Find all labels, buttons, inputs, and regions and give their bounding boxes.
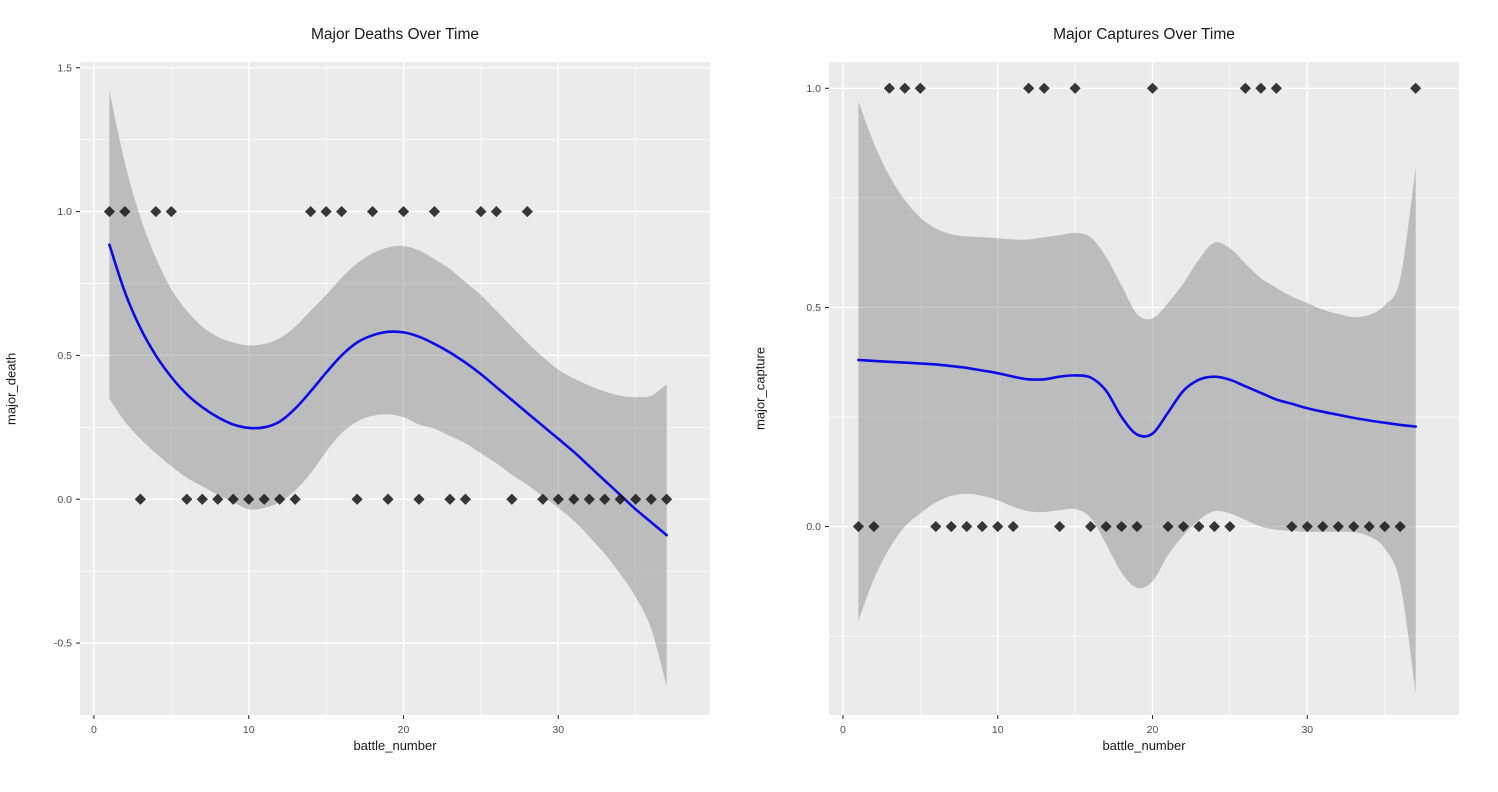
data-point-diamond: [1270, 82, 1282, 94]
x-axis-label-battle-number-left: battle_number: [353, 738, 437, 753]
data-point-diamond: [1317, 520, 1329, 533]
plot-panel-major-captures: 0 10 20 30 1.0 0.5 0.0: [806, 62, 1459, 736]
data-point-diamond: [413, 493, 425, 505]
data-point-diamond: [196, 493, 208, 505]
data-point-diamond: [181, 493, 193, 505]
data-point-diamond: [490, 205, 502, 218]
data-point-diamond: [351, 493, 363, 505]
y-tick-label: 0.5: [57, 350, 72, 362]
data-point-diamond: [1146, 82, 1159, 94]
data-point-diamond: [1131, 520, 1143, 533]
data-point-diamond: [274, 493, 286, 505]
data-point-diamond: [243, 493, 255, 505]
data-point-diamond: [630, 493, 642, 505]
data-point-diamond: [537, 493, 549, 505]
data-point-diamond: [1255, 82, 1267, 94]
x-axis-label-battle-number-right: battle_number: [1102, 738, 1186, 753]
data-point-diamond: [258, 493, 270, 505]
data-point-diamond: [1177, 520, 1190, 533]
data-point-diamond: [103, 205, 116, 218]
y-tick-label: 1.5: [57, 62, 72, 74]
x-tick-label: 30: [1301, 724, 1313, 736]
data-point-diamond: [150, 205, 162, 218]
smooth-line: [857, 358, 1417, 438]
data-point-diamond: [1162, 520, 1174, 533]
data-point-diamond: [1007, 520, 1019, 533]
data-point-diamond: [444, 493, 456, 505]
data-point-diamond: [614, 493, 626, 505]
y-tick-label: 0.0: [57, 494, 72, 506]
data-point-diamond: [1301, 520, 1313, 533]
chart-title-major-deaths: Major Deaths Over Time: [311, 26, 479, 43]
data-point-diamond: [397, 205, 410, 218]
data-point-diamond: [1208, 520, 1221, 533]
x-tick-label: 0: [91, 724, 97, 736]
x-tick-label: 10: [992, 724, 1004, 736]
confidence-band: [858, 101, 1416, 694]
y-axis-label-major-death: major_death: [3, 352, 19, 425]
data-point-diamond: [1054, 520, 1066, 533]
data-point-diamond: [475, 205, 487, 218]
data-point-diamond: [914, 82, 926, 94]
data-point-diamond: [1193, 520, 1205, 533]
data-point-diamond: [227, 493, 239, 505]
data-point-diamond: [568, 493, 580, 505]
x-tick-label: 0: [840, 724, 846, 736]
data-point-diamond: [165, 205, 177, 218]
chart-major-captures: 0 10 20 30 1.0 0.5 0.0 Major Captures Over Tim…: [749, 0, 1498, 792]
x-tick-label: 20: [398, 724, 410, 736]
data-point-diamond: [583, 493, 595, 505]
chart-title-major-captures: Major Captures Over Time: [1053, 26, 1235, 43]
x-tick-label: 20: [1147, 724, 1159, 736]
data-point-diamond: [305, 205, 317, 218]
panel-background: [80, 62, 710, 715]
data-point-diamond: [1038, 82, 1050, 94]
data-point-diamond: [320, 205, 332, 218]
data-point-diamond: [1332, 520, 1344, 533]
y-tick-label: 1.0: [806, 83, 821, 95]
y-tick-label: 1.0: [57, 206, 72, 218]
data-point-diamond: [930, 520, 942, 533]
data-point-diamond: [212, 493, 224, 505]
data-point-diamond: [1084, 520, 1097, 533]
data-point-diamond: [899, 82, 911, 94]
data-point-diamond: [289, 493, 301, 505]
plot-panel-major-deaths: 0 10 20 30 1.5 1.0 0.5 0.0 -0.5: [54, 62, 710, 736]
data-point-diamond: [1379, 520, 1391, 533]
data-point-diamond: [134, 493, 146, 505]
panel-background: [829, 62, 1459, 715]
data-point-diamond: [1363, 520, 1375, 533]
data-point-diamond: [521, 205, 533, 218]
data-point-diamond: [506, 493, 518, 505]
y-tick-label: 0.0: [806, 521, 821, 533]
data-point-diamond: [1394, 520, 1406, 533]
data-point-diamond: [366, 205, 379, 218]
data-point-diamond: [1348, 520, 1360, 533]
data-point-diamond: [1286, 520, 1298, 533]
data-point-diamond: [1115, 520, 1128, 533]
data-point-diamond: [661, 493, 673, 505]
data-point-diamond: [645, 493, 657, 505]
y-axis-label-major-capture: major_capture: [752, 346, 768, 431]
data-point-diamond: [1224, 520, 1236, 533]
x-tick-label: 10: [243, 724, 255, 736]
y-tick-label: 0.5: [806, 302, 821, 314]
data-point-diamond: [382, 493, 394, 505]
data-point-diamond: [1410, 82, 1422, 94]
data-point-diamond: [992, 520, 1004, 533]
data-point-diamond: [459, 493, 472, 505]
data-point-diamond: [552, 493, 564, 505]
confidence-band: [109, 90, 667, 687]
chart-major-deaths: 0 10 20 30 1.5 1.0 0.5 0.0 -0.5 Major Deaths Ove…: [3, 26, 710, 753]
data-point-diamond: [428, 205, 441, 218]
x-tick-label: 30: [552, 724, 564, 736]
data-point-diamond: [1239, 82, 1251, 94]
data-point-diamond: [119, 205, 131, 218]
data-point-diamond: [1023, 82, 1035, 94]
smooth-line: [108, 243, 668, 537]
data-point-diamond: [599, 493, 611, 505]
y-tick-label: -0.5: [54, 638, 72, 650]
data-point-diamond: [335, 205, 348, 218]
